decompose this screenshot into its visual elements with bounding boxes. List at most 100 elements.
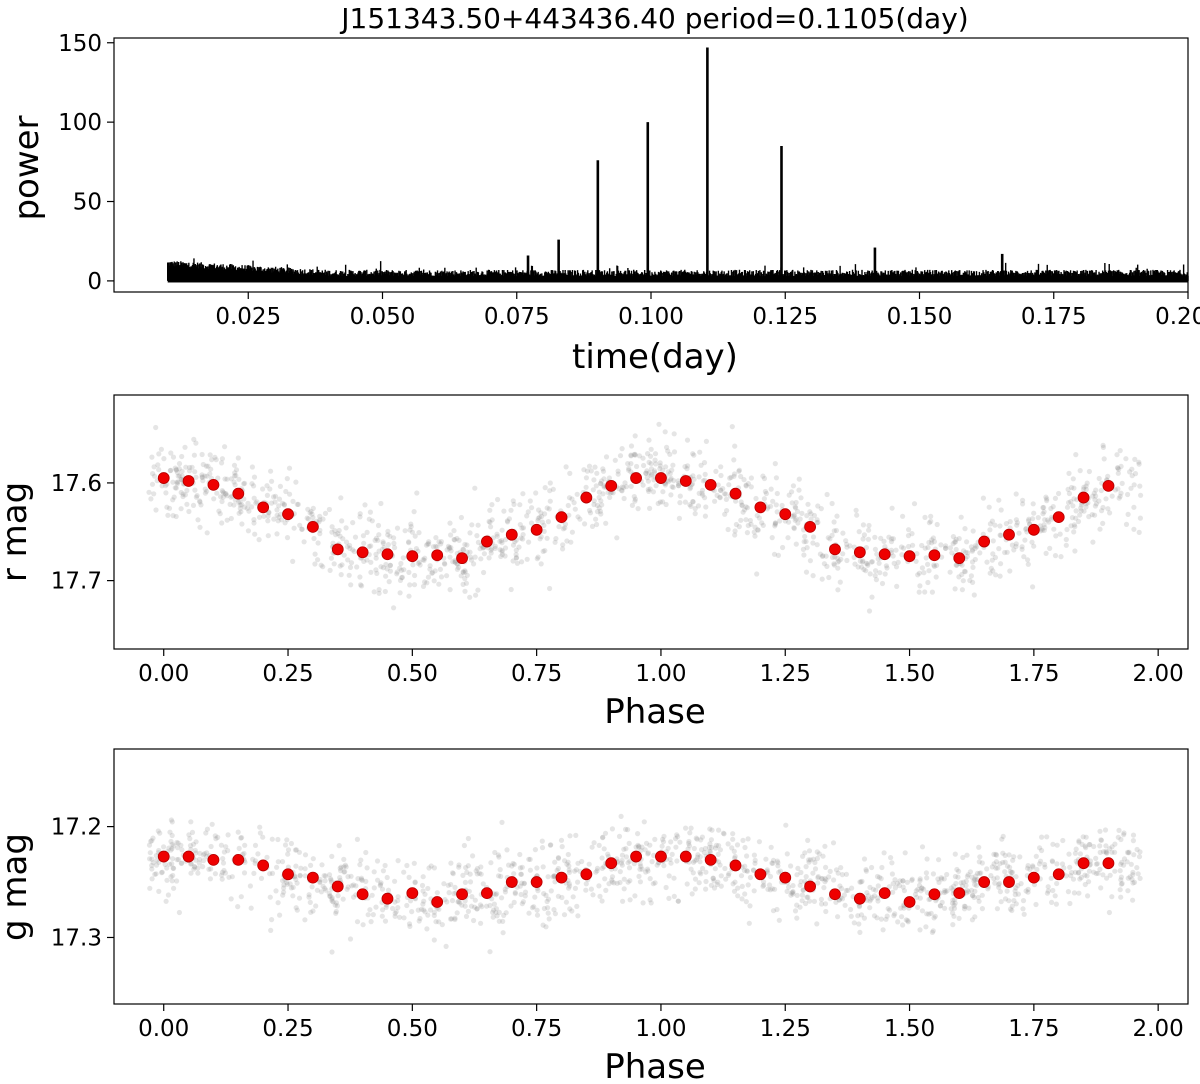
raw-point	[153, 862, 160, 868]
raw-point	[163, 483, 169, 489]
raw-point	[219, 456, 225, 462]
raw-point	[521, 881, 527, 887]
raw-point	[1025, 886, 1031, 893]
raw-point	[847, 543, 853, 549]
raw-point	[1105, 506, 1111, 512]
raw-point	[190, 841, 197, 847]
raw-point	[457, 900, 463, 906]
x-axis-label: Phase	[604, 1047, 706, 1084]
raw-point	[1082, 872, 1088, 878]
x-tick-label: 0.00	[138, 1016, 189, 1042]
raw-point	[888, 855, 894, 861]
raw-point	[1090, 493, 1096, 499]
raw-point	[951, 883, 957, 889]
raw-point	[671, 478, 677, 484]
raw-point	[256, 514, 263, 520]
raw-point	[569, 529, 576, 535]
raw-point	[919, 565, 926, 571]
raw-point	[768, 844, 774, 850]
raw-point	[986, 504, 992, 510]
raw-point	[265, 518, 271, 524]
raw-point	[340, 896, 346, 902]
raw-point	[596, 494, 602, 501]
binned-point	[630, 472, 642, 484]
raw-point	[774, 906, 780, 913]
raw-point	[591, 840, 597, 846]
raw-point	[961, 906, 968, 912]
raw-point	[503, 537, 509, 543]
raw-point	[690, 870, 696, 876]
raw-point	[518, 535, 524, 541]
raw-point	[726, 482, 732, 488]
y-tick-label: 150	[58, 31, 102, 57]
raw-point	[327, 893, 333, 900]
binned-point	[655, 472, 667, 484]
raw-point	[930, 871, 937, 877]
raw-point	[875, 898, 881, 904]
raw-point	[1009, 869, 1016, 876]
raw-point	[1109, 493, 1115, 499]
raw-point	[431, 937, 437, 943]
raw-point	[641, 462, 647, 469]
raw-point	[315, 540, 321, 546]
raw-point	[468, 554, 474, 560]
raw-point	[942, 905, 948, 911]
raw-point	[290, 884, 296, 891]
raw-point	[502, 886, 508, 893]
raw-point	[367, 907, 373, 913]
raw-point	[213, 457, 219, 463]
raw-point	[1045, 884, 1051, 890]
raw-point	[720, 830, 727, 836]
raw-point	[702, 495, 708, 501]
raw-point	[1002, 859, 1008, 865]
raw-point	[376, 532, 382, 538]
raw-point	[502, 553, 508, 559]
raw-point	[409, 909, 415, 915]
raw-point	[251, 870, 257, 877]
raw-point	[552, 879, 558, 885]
x-tick-label: 0.25	[262, 1016, 313, 1042]
raw-point	[317, 527, 323, 533]
raw-point	[775, 552, 782, 559]
raw-point	[175, 856, 182, 863]
raw-point	[648, 900, 654, 906]
raw-point	[748, 475, 755, 481]
raw-point	[1116, 495, 1122, 501]
raw-point	[991, 876, 997, 882]
raw-point	[806, 848, 813, 854]
raw-point	[337, 563, 343, 569]
raw-point	[1049, 514, 1055, 520]
raw-point	[566, 867, 572, 873]
raw-point	[1071, 529, 1077, 535]
raw-point	[798, 878, 804, 885]
raw-point	[823, 864, 829, 871]
raw-point	[1103, 843, 1109, 849]
raw-point	[865, 561, 871, 567]
raw-point	[456, 537, 462, 543]
raw-point	[1023, 526, 1029, 532]
raw-point	[146, 489, 152, 495]
raw-point	[499, 549, 505, 555]
raw-point	[625, 860, 631, 866]
raw-point	[552, 859, 558, 865]
raw-point	[1041, 522, 1047, 528]
raw-point	[394, 571, 400, 577]
raw-point	[193, 839, 199, 845]
raw-point	[791, 513, 797, 519]
raw-point	[491, 901, 497, 907]
raw-point	[308, 909, 314, 915]
raw-point	[1125, 875, 1131, 881]
raw-point	[438, 541, 444, 547]
raw-point	[844, 557, 850, 564]
raw-point	[645, 478, 652, 484]
raw-point	[709, 827, 715, 833]
raw-point	[149, 856, 155, 862]
raw-point	[306, 892, 312, 898]
raw-point	[1066, 490, 1072, 497]
raw-point	[312, 551, 318, 557]
raw-point	[249, 464, 255, 470]
raw-point	[514, 560, 521, 566]
raw-point	[1007, 868, 1013, 875]
raw-point	[552, 911, 559, 917]
raw-point	[533, 490, 539, 496]
